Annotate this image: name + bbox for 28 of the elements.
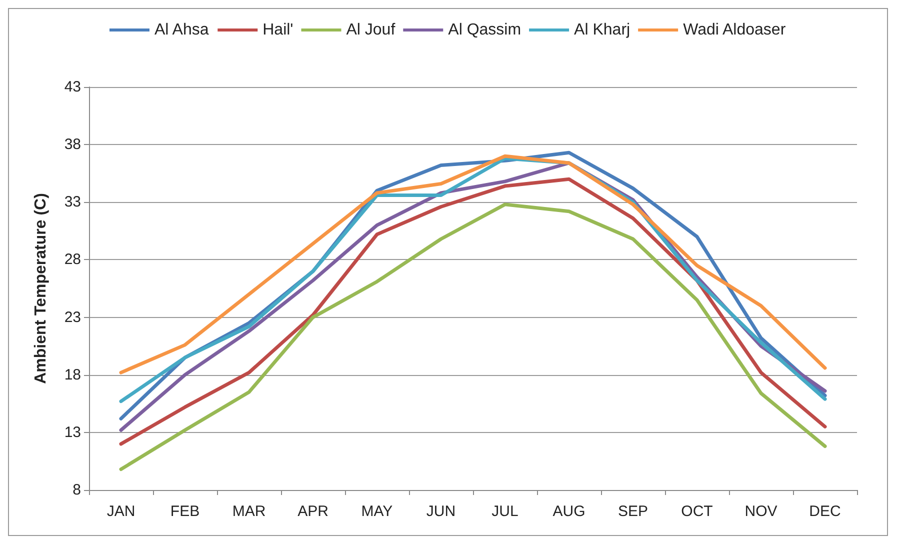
legend-label: Al Qassim — [448, 22, 522, 38]
x-tick-label: DEC — [809, 503, 841, 520]
x-tick-label: OCT — [681, 503, 713, 520]
x-tick-label: JAN — [106, 503, 136, 520]
line-series — [119, 202, 827, 472]
x-tick-label: AUG — [552, 503, 586, 520]
y-tick-label: 28 — [64, 251, 81, 268]
y-tick-label: 18 — [64, 366, 81, 384]
y-tick-label: 23 — [64, 308, 81, 326]
y-tick-label: 13 — [64, 424, 81, 441]
legend-label: Al Jouf — [346, 22, 396, 38]
y-tick-label: 43 — [64, 78, 81, 96]
x-tick-label: FEB — [170, 503, 200, 520]
legend-label: Al Ahsa — [154, 22, 209, 38]
x-tick-label: MAR — [232, 503, 266, 520]
x-tick-label: NOV — [744, 503, 778, 520]
x-tick-label: MAY — [361, 503, 393, 520]
y-tick-label: 8 — [72, 482, 81, 498]
legend-label: Wadi Aldoaser — [683, 22, 786, 38]
legend-label: Hail' — [262, 22, 294, 38]
x-tick-label: SEP — [618, 503, 648, 520]
x-tick-label: APR — [298, 503, 329, 520]
y-tick-label: 33 — [64, 194, 81, 211]
legend-label: Al Kharj — [574, 22, 630, 38]
x-tick-label: JUL — [492, 503, 518, 520]
y-tick-label: 38 — [64, 136, 81, 154]
y-axis-title: Ambient Temperature (C) — [32, 193, 50, 384]
x-tick-label: JUN — [426, 503, 456, 520]
